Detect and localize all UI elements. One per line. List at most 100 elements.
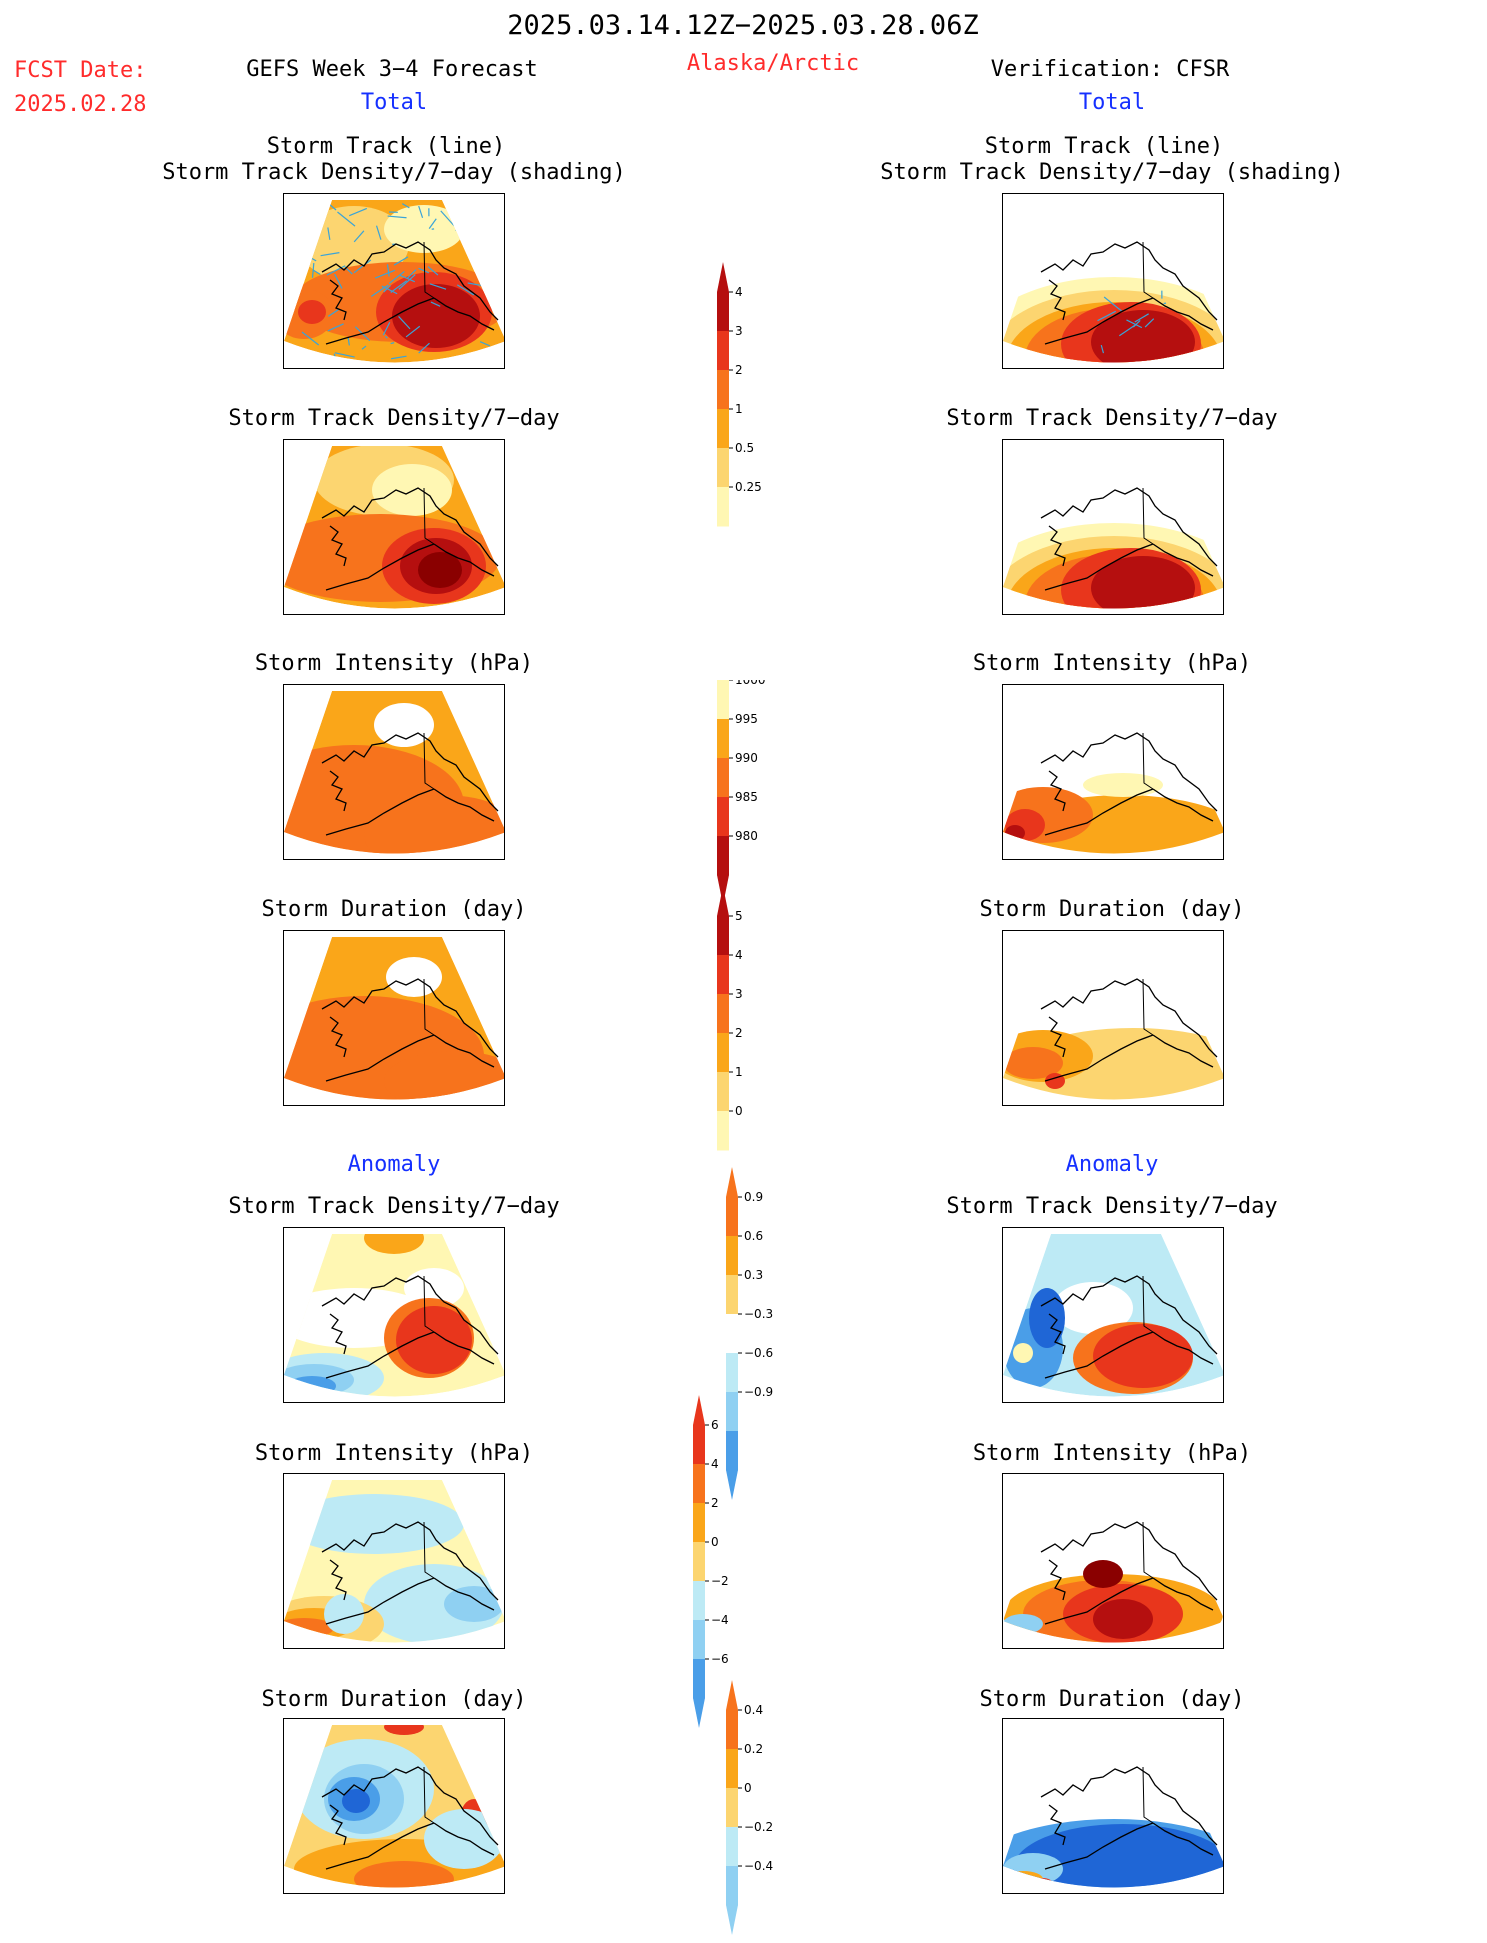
colorbar-arrow-top <box>717 886 729 916</box>
colorbar-tick-label: 0.9 <box>744 1190 763 1204</box>
colorbar-tick-label: 0.5 <box>735 441 754 455</box>
colorbar-tick-label: 980 <box>735 829 758 843</box>
map-svg <box>284 1228 505 1403</box>
colorbar-segment <box>717 1111 729 1151</box>
colorbar-segment <box>717 994 729 1034</box>
map-field-contour <box>1013 1343 1033 1363</box>
map-field-contour <box>1003 1853 1063 1885</box>
colorbar-segment <box>717 370 729 410</box>
colorbar-tick-label: 995 <box>735 712 758 726</box>
title-anom-intensity-left: Storm Intensity (hPa) <box>255 1443 533 1465</box>
map-svg <box>1003 440 1224 615</box>
colorbar-tick-label: 3 <box>735 987 743 1001</box>
fcst-label: FCST Date: <box>14 60 146 82</box>
colorbar-segment <box>693 1620 705 1660</box>
colorbar-tick-label: 6 <box>711 1418 719 1432</box>
colorbar-tick-label: 4 <box>735 948 743 962</box>
colorbar-tick-label: 985 <box>735 790 758 804</box>
map-field-contour <box>444 1586 504 1622</box>
map-field-contour <box>1093 1324 1193 1388</box>
title-duration-right: Storm Duration (day) <box>980 899 1245 921</box>
title-anom-duration-right: Storm Duration (day) <box>980 1689 1245 1711</box>
map-svg <box>284 685 505 860</box>
colorbar-tick-label: 1 <box>735 1065 743 1079</box>
map-anom-intensity-forecast <box>283 1473 505 1649</box>
colorbar-tick-label: 4 <box>711 1457 719 1471</box>
colorbar-segment <box>717 409 729 449</box>
colorbar-tick-label: 1000 <box>735 680 766 687</box>
colorbar-tick-label: 0.4 <box>744 1703 763 1717</box>
colorbar-tick-label: 990 <box>735 751 758 765</box>
map-field-contour <box>1033 1878 1053 1890</box>
map-anom-duration-verification <box>1002 1718 1224 1894</box>
title-track-shading-left: Storm Track Density/7−day (shading) <box>162 162 626 184</box>
colorbar-tick-label: −4 <box>711 1613 729 1627</box>
map-svg <box>284 440 505 615</box>
map-anom-duration-forecast <box>283 1718 505 1894</box>
map-field-contour <box>1029 1288 1065 1348</box>
map-field-contour <box>386 957 442 997</box>
title-track-line-right: Storm Track (line) <box>985 136 1223 158</box>
colorbar-tick-label: 3 <box>735 324 743 338</box>
storm-track-line <box>408 362 413 369</box>
verification-title: Verification: CFSR <box>991 59 1229 81</box>
colorbar-tick-label: 2 <box>735 363 743 377</box>
colorbar-segment <box>693 1659 705 1699</box>
map-anom-intensity-verification <box>1002 1473 1224 1649</box>
colorbar-segment <box>717 719 729 759</box>
anomaly-label-left: Anomaly <box>348 1154 441 1176</box>
map-svg <box>1003 1474 1224 1649</box>
map-field-contour <box>1005 825 1025 841</box>
map-anom-density-forecast <box>283 1227 505 1403</box>
total-label-right: Total <box>1079 92 1145 114</box>
colorbar-tick-label: −0.2 <box>744 1820 773 1834</box>
map-field-contour <box>1005 809 1045 841</box>
colorbar-segment <box>693 1425 705 1465</box>
map-field-contour <box>384 1719 424 1735</box>
map-anom-density-verification <box>1002 1227 1224 1403</box>
colorbar-arrow-top <box>717 262 729 292</box>
colorbar-segment <box>717 758 729 798</box>
colorbar-segment <box>726 1236 738 1276</box>
map-field-contour <box>374 703 434 747</box>
colorbar-arrow-bottom <box>693 1698 705 1728</box>
map-field-contour <box>1093 1599 1153 1639</box>
map-field-contour <box>1083 1560 1123 1588</box>
title-density-right: Storm Track Density/7−day <box>946 408 1277 430</box>
map-field-contour <box>284 1494 464 1554</box>
map-field-contour <box>1003 1614 1043 1634</box>
colorbar-segment <box>717 487 729 527</box>
total-label-left: Total <box>361 92 427 114</box>
colorbar-svg: 1000 995 990 985 980 <box>717 680 787 909</box>
colorbar-tick-label: 0 <box>711 1535 719 1549</box>
region-title: Alaska/Arctic <box>687 53 859 75</box>
colorbar-tick-label: 5 <box>735 909 743 923</box>
colorbar-tick-label: 2 <box>735 1026 743 1040</box>
colorbar-arrow-bottom <box>726 1905 738 1935</box>
anomaly-label-right: Anomaly <box>1066 1154 1159 1176</box>
forecast-title: GEFS Week 3−4 Forecast <box>246 59 537 81</box>
map-total-duration-verification <box>1002 930 1224 1106</box>
colorbar-segment <box>693 1581 705 1621</box>
colorbar-segment <box>726 1710 738 1750</box>
colorbar-segment <box>717 1072 729 1112</box>
colorbar-segment <box>693 1503 705 1543</box>
map-field-contour <box>1003 1871 1043 1887</box>
title-track-shading-right: Storm Track Density/7−day (shading) <box>880 162 1344 184</box>
title-duration-left: Storm Duration (day) <box>262 899 527 921</box>
period-title: 2025.03.14.12Z−2025.03.28.06Z <box>507 12 978 39</box>
map-total-intensity-verification <box>1002 684 1224 860</box>
title-density-left: Storm Track Density/7−day <box>228 408 559 430</box>
map-svg <box>1003 1719 1224 1894</box>
map-field-contour <box>298 300 326 324</box>
colorbar-segment <box>726 1749 738 1789</box>
colorbar-tick-label: 0 <box>735 1104 743 1118</box>
colorbar-tick-label: −2 <box>711 1574 729 1588</box>
map-svg <box>284 1719 505 1894</box>
colorbar-tick-label: 0.25 <box>735 480 762 494</box>
map-field-contour <box>392 284 480 348</box>
colorbar-segment <box>717 292 729 332</box>
